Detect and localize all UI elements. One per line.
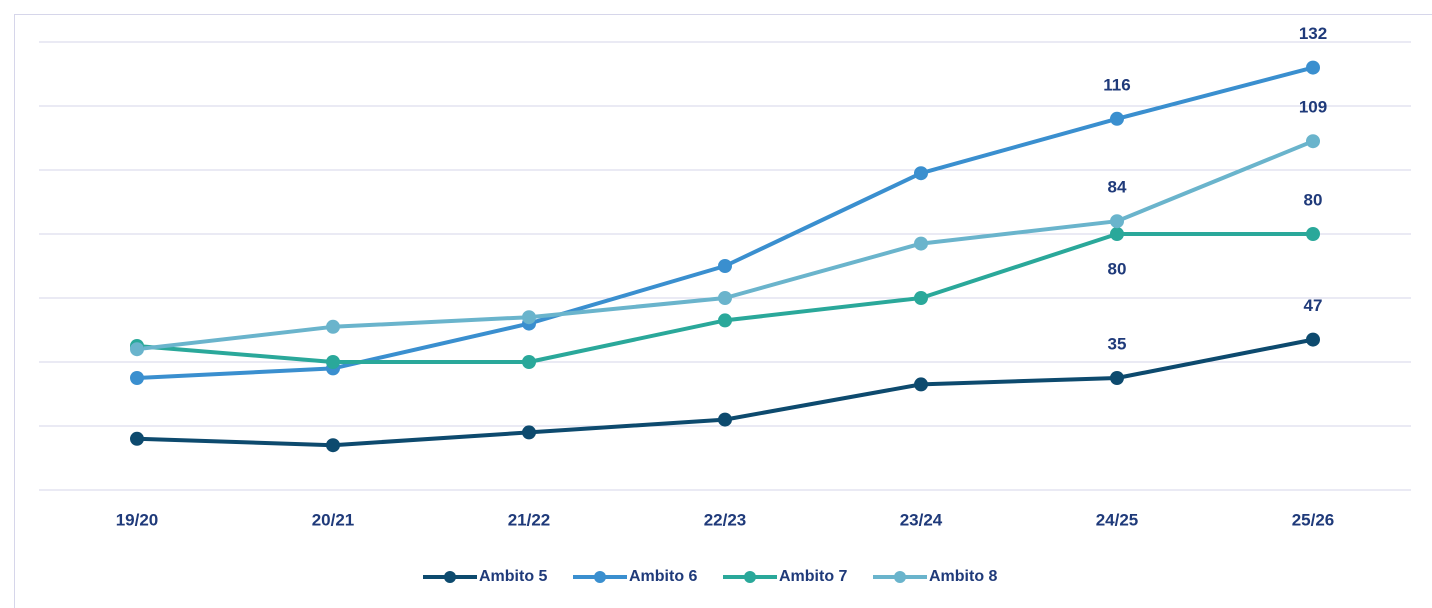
data-point	[718, 259, 732, 273]
x-tick-label: 23/24	[900, 510, 943, 529]
legend-marker	[744, 571, 756, 583]
data-point	[1110, 227, 1124, 241]
data-label: 80	[1108, 259, 1127, 278]
data-point	[522, 355, 536, 369]
data-point	[718, 412, 732, 427]
series-line	[136, 65, 1314, 380]
data-point	[130, 371, 144, 385]
data-point	[522, 310, 536, 325]
data-label: 35	[1108, 334, 1127, 353]
data-point	[522, 425, 536, 440]
data-point	[130, 431, 144, 446]
data-point	[914, 166, 928, 181]
data-point	[1110, 111, 1124, 126]
data-point	[1110, 214, 1124, 229]
data-point	[1306, 60, 1320, 75]
data-point	[1110, 371, 1124, 385]
data-label: 116	[1103, 75, 1130, 94]
data-point	[130, 342, 144, 357]
data-label: 47	[1304, 296, 1323, 315]
legend-label: Ambito 8	[929, 568, 998, 585]
legend-label: Ambito 7	[779, 568, 848, 585]
x-tick-label: 19/20	[116, 510, 159, 529]
data-point	[914, 291, 928, 305]
data-label: 132	[1299, 24, 1327, 43]
chart-frame	[14, 14, 1432, 608]
data-label: 109	[1299, 98, 1327, 117]
data-point	[326, 319, 340, 334]
data-point	[1306, 332, 1320, 347]
x-tick-label: 22/23	[704, 510, 747, 529]
legend-marker	[444, 571, 456, 583]
data-point	[326, 438, 340, 453]
x-tick-label: 24/25	[1096, 510, 1139, 529]
x-tick-label: 25/26	[1292, 510, 1335, 529]
data-point	[914, 377, 928, 392]
data-point	[1306, 227, 1320, 241]
data-point	[718, 291, 732, 305]
data-point	[718, 313, 732, 328]
data-point	[326, 355, 340, 369]
legend-marker	[594, 571, 606, 583]
series-line	[136, 337, 1314, 448]
x-tick-label: 20/21	[312, 510, 355, 529]
data-label: 80	[1304, 190, 1323, 209]
data-point	[914, 236, 928, 251]
legend-marker	[894, 571, 906, 583]
x-tick-label: 21/22	[508, 510, 551, 529]
data-label: 84	[1108, 178, 1127, 197]
legend-label: Ambito 5	[479, 568, 548, 585]
legend-label: Ambito 6	[629, 568, 698, 585]
data-point	[1306, 134, 1320, 149]
